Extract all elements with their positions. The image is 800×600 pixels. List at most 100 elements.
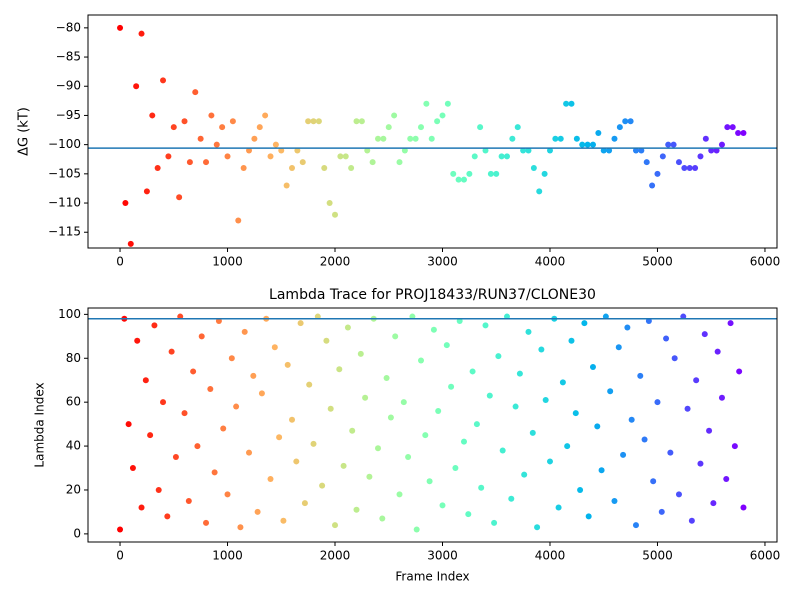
point <box>203 519 210 526</box>
point <box>667 449 674 456</box>
point <box>380 135 387 142</box>
point <box>160 399 167 406</box>
point <box>400 399 407 406</box>
point <box>710 500 717 507</box>
point <box>559 379 566 386</box>
point <box>620 451 627 458</box>
point <box>486 392 493 399</box>
point <box>460 176 467 183</box>
point <box>233 403 240 410</box>
point <box>250 372 257 379</box>
point <box>697 153 704 160</box>
point <box>235 217 242 224</box>
point <box>366 473 373 480</box>
point <box>133 83 140 90</box>
point <box>129 465 136 472</box>
point <box>224 153 231 160</box>
point <box>207 386 214 392</box>
point <box>256 124 263 131</box>
point <box>138 504 145 511</box>
point <box>572 410 579 417</box>
point <box>471 153 478 160</box>
point <box>392 333 399 340</box>
point <box>675 491 682 498</box>
point <box>401 147 408 154</box>
point <box>383 375 390 382</box>
point <box>600 147 607 154</box>
point <box>477 124 484 131</box>
y-axis-label: ΔG (kT) <box>17 107 32 156</box>
point <box>473 421 480 428</box>
point <box>491 519 498 526</box>
point <box>327 405 334 412</box>
point <box>271 344 278 351</box>
point <box>675 159 682 166</box>
point <box>122 200 129 207</box>
point <box>448 383 455 390</box>
point <box>294 147 301 154</box>
point <box>466 170 473 177</box>
point <box>465 511 472 518</box>
point <box>289 416 296 423</box>
point <box>181 118 188 125</box>
point <box>616 124 623 131</box>
point <box>262 112 269 119</box>
point <box>117 24 124 31</box>
point <box>342 153 349 160</box>
point <box>611 135 618 142</box>
point <box>632 147 639 154</box>
point <box>670 141 677 148</box>
point <box>426 478 433 485</box>
point <box>310 118 317 125</box>
point <box>321 164 328 171</box>
point <box>272 141 279 148</box>
point <box>220 425 227 432</box>
point <box>546 147 553 154</box>
point <box>469 368 476 375</box>
point <box>422 432 429 439</box>
point <box>611 497 618 504</box>
point <box>589 364 596 371</box>
point <box>379 515 386 522</box>
point <box>654 170 661 177</box>
point <box>289 164 296 171</box>
x-tick-label: 3000 <box>427 549 458 563</box>
x-tick-label: 5000 <box>642 255 673 269</box>
point <box>452 465 459 472</box>
point <box>357 350 364 357</box>
point <box>237 524 244 531</box>
point <box>482 322 489 329</box>
point <box>638 147 645 154</box>
point <box>423 100 430 107</box>
x-tick-label: 1000 <box>212 255 243 269</box>
point <box>336 366 343 373</box>
point <box>606 147 613 154</box>
x-tick-label: 5000 <box>642 549 673 563</box>
point <box>396 159 403 166</box>
point <box>594 423 601 430</box>
point <box>241 328 248 335</box>
point <box>499 447 506 454</box>
point <box>213 141 220 148</box>
point <box>194 443 201 450</box>
point <box>240 164 247 171</box>
point <box>439 112 446 119</box>
point <box>450 170 457 177</box>
y-tick-label: −90 <box>56 79 81 93</box>
point <box>165 153 172 160</box>
point <box>332 522 339 529</box>
point <box>622 118 629 125</box>
point <box>529 429 536 436</box>
point <box>573 135 580 142</box>
point <box>228 355 235 362</box>
point <box>482 147 489 154</box>
point <box>337 153 344 160</box>
point <box>520 147 527 154</box>
point <box>160 77 167 84</box>
point <box>658 508 665 515</box>
point <box>267 476 274 482</box>
point <box>385 124 392 131</box>
y-tick-label: −85 <box>56 50 81 64</box>
point <box>579 141 586 148</box>
point <box>525 147 532 154</box>
